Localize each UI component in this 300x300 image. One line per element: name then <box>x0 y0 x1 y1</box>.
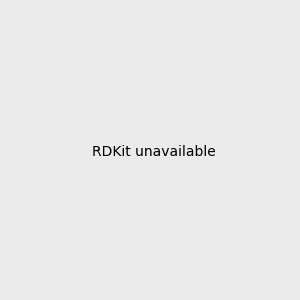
Text: RDKit unavailable: RDKit unavailable <box>92 145 216 158</box>
